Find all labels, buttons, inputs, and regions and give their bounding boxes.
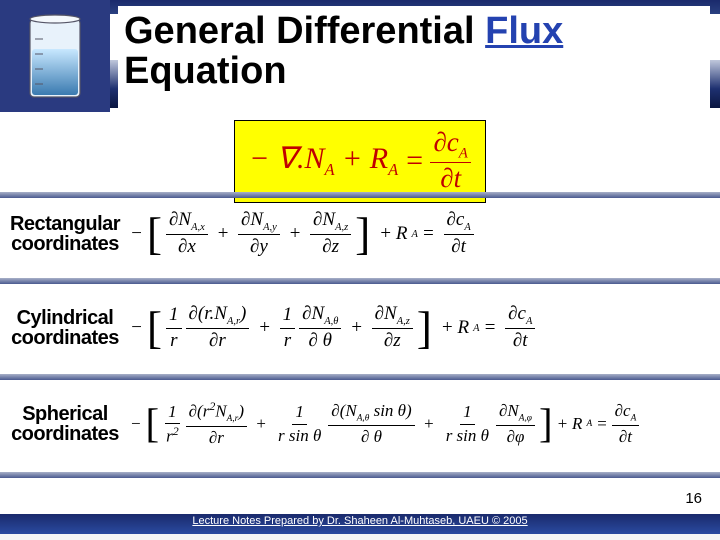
r2rns: A <box>631 414 637 424</box>
eq-rhs-num: ∂c <box>433 127 458 157</box>
divider-3 <box>0 374 720 380</box>
eq-rhs-num-sub: A <box>459 145 468 161</box>
eq-equals: = <box>404 144 424 178</box>
eq-lhs-prefix: − ∇.N <box>249 142 324 175</box>
eq-rhs-den: ∂t <box>437 163 464 194</box>
r1p1d: r <box>167 329 180 354</box>
eq-lhs: − ∇.NA + RA <box>249 141 398 180</box>
r1t3d: ∂z <box>381 329 404 354</box>
r2p1n: 1 <box>165 401 180 424</box>
eq-plus: + R <box>335 142 389 175</box>
r2t1d: ∂r <box>206 427 227 449</box>
r2t2ns: A,θ <box>357 414 370 424</box>
label-sph-l1: Spherical <box>22 403 108 425</box>
r2t1nm: N <box>215 402 226 421</box>
r2p1d: r <box>166 426 173 445</box>
label-cylindrical: Cylindrical coordinates <box>0 308 130 348</box>
r1t3ns: A,z <box>397 316 410 327</box>
title-main: General Differential <box>124 10 485 52</box>
divider-4 <box>0 472 720 478</box>
title-line2: Equation <box>124 52 700 92</box>
row-rectangular: Rectangular coordinates −[ ∂NA,x∂x + ∂NA… <box>0 198 720 270</box>
r0t2d: ∂y <box>247 235 271 260</box>
r1t1n: ∂(r.N <box>189 303 227 324</box>
r2t2d: ∂ θ <box>358 426 385 448</box>
row-spherical: Spherical coordinates −[ 1r2 ∂(r2NA,r)∂r… <box>0 382 720 466</box>
row-cylindrical: Cylindrical coordinates −[ 1r ∂(r.NA,r)∂… <box>0 288 720 368</box>
r0t1n: ∂N <box>169 209 191 230</box>
r2p2n: 1 <box>292 401 307 424</box>
r2p3d: r sin θ <box>443 425 492 447</box>
bottom-strip <box>0 534 720 540</box>
r2p3n: 1 <box>460 401 475 424</box>
r1rd: ∂t <box>510 329 531 354</box>
label-sph-l2: coordinates <box>11 423 119 445</box>
r0t3ns: A,z <box>335 222 348 233</box>
r2t3d: ∂φ <box>504 426 528 448</box>
eq-rhs-frac: ∂cA ∂t <box>430 127 470 194</box>
title-flux: Flux <box>485 10 563 52</box>
beaker-image <box>0 0 110 112</box>
r2rn: ∂c <box>615 401 631 420</box>
main-equation: − ∇.NA + RA = ∂cA ∂t <box>234 120 486 203</box>
label-cyl-l2: coordinates <box>11 327 119 349</box>
r0t1d: ∂x <box>175 235 199 260</box>
r2t1nx: ) <box>238 402 244 421</box>
r2t1ns: A,r <box>227 414 239 424</box>
r0t3d: ∂z <box>319 235 342 260</box>
r2rd: ∂t <box>616 426 635 448</box>
r2t2n: ∂(N <box>331 401 356 420</box>
r2p2d: r sin θ <box>275 425 324 447</box>
label-rect-l1: Rectangular <box>10 213 120 235</box>
r1t3n: ∂N <box>375 303 397 324</box>
beaker-svg <box>15 9 95 104</box>
slide: General Differential Flux Equation − ∇.N… <box>0 0 720 540</box>
label-rect-l2: coordinates <box>11 233 119 255</box>
r2p1dsup: 2 <box>173 424 179 438</box>
r0t3n: ∂N <box>313 209 335 230</box>
r0t2ns: A,y <box>263 222 277 233</box>
title-box: General Differential Flux Equation <box>118 6 710 110</box>
label-rectangular: Rectangular coordinates <box>0 214 130 254</box>
eq-spherical: −[ 1r2 ∂(r2NA,r)∂r + 1r sin θ ∂(NA,θ sin… <box>130 399 720 448</box>
r1p1n: 1 <box>166 303 182 329</box>
r1t1nx: ) <box>240 303 246 324</box>
r2t2nx: sin θ) <box>369 401 411 420</box>
r2t3n: ∂N <box>499 401 519 420</box>
page-number: 16 <box>685 490 702 507</box>
r0rd: ∂t <box>448 235 469 260</box>
r0rn: ∂c <box>447 209 465 230</box>
r1t2ns: A,θ <box>324 316 338 327</box>
footer-text: Lecture Notes Prepared by Dr. Shaheen Al… <box>0 515 720 527</box>
r0rns: A <box>464 222 470 233</box>
r1p2d: r <box>281 329 294 354</box>
r1rn: ∂c <box>508 303 526 324</box>
label-cyl-l1: Cylindrical <box>17 307 114 329</box>
title-line1: General Differential Flux <box>124 12 700 52</box>
label-spherical: Spherical coordinates <box>0 404 130 444</box>
r1t2n: ∂N <box>302 303 324 324</box>
r1p2n: 1 <box>280 303 296 329</box>
r2t3ns: A,φ <box>519 414 532 424</box>
eq-cylindrical: −[ 1r ∂(r.NA,r)∂r + 1r ∂NA,θ∂ θ + ∂NA,z∂… <box>130 302 720 354</box>
eq-lhs-sub: A <box>324 160 334 179</box>
divider-2 <box>0 278 720 284</box>
r0t2n: ∂N <box>241 209 263 230</box>
r0t1ns: A,x <box>191 222 205 233</box>
r1t1ns: A,r <box>227 316 240 327</box>
eq-plus-sub: A <box>388 160 398 179</box>
r1rns: A <box>526 316 532 327</box>
main-equation-wrap: − ∇.NA + RA = ∂cA ∂t <box>0 120 720 203</box>
r1t2d: ∂ θ <box>306 329 335 354</box>
eq-rectangular: −[ ∂NA,x∂x + ∂NA,y∂y + ∂NA,z∂z ] + RA = … <box>130 208 720 260</box>
r2t1n: ∂(r <box>189 402 210 421</box>
r1t1d: ∂r <box>206 329 229 354</box>
